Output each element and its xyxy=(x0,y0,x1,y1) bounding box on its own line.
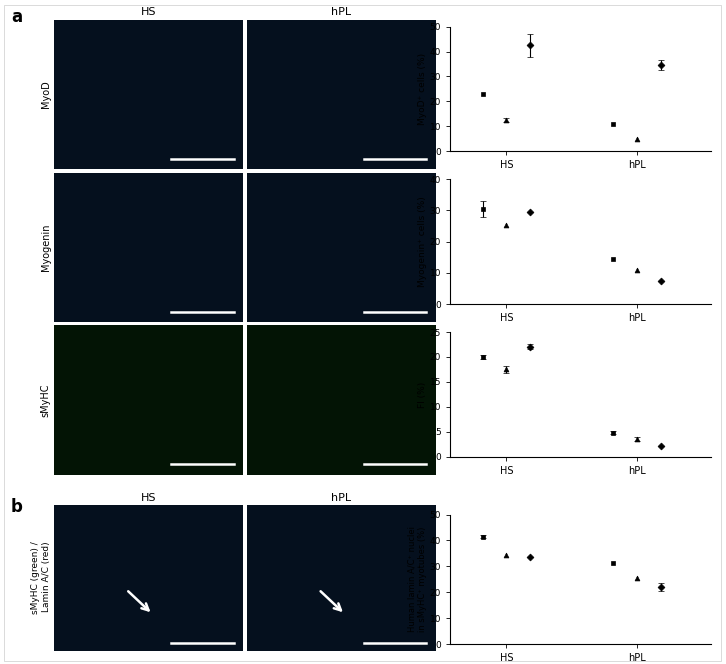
Y-axis label: FI (%): FI (%) xyxy=(418,381,427,408)
Y-axis label: Myogenin⁺ cells (%): Myogenin⁺ cells (%) xyxy=(418,197,427,287)
Text: hPL: hPL xyxy=(331,493,351,503)
Text: Myogenin: Myogenin xyxy=(41,224,51,271)
Text: MyoD: MyoD xyxy=(41,81,51,108)
Text: hPL: hPL xyxy=(331,7,351,17)
Text: b: b xyxy=(11,498,23,516)
Text: a: a xyxy=(11,8,22,26)
Text: sMyHC: sMyHC xyxy=(41,383,51,417)
Text: HS: HS xyxy=(141,7,157,17)
Y-axis label: Human lamin A/C⁺ nuclei
in sMyHC⁺ myotubes (%): Human lamin A/C⁺ nuclei in sMyHC⁺ myotub… xyxy=(407,527,427,632)
Text: sMyHC (green) /
Lamin A/C (red): sMyHC (green) / Lamin A/C (red) xyxy=(31,541,51,614)
Y-axis label: MyoD⁺ cells (%): MyoD⁺ cells (%) xyxy=(418,53,427,125)
Text: HS: HS xyxy=(141,493,157,503)
